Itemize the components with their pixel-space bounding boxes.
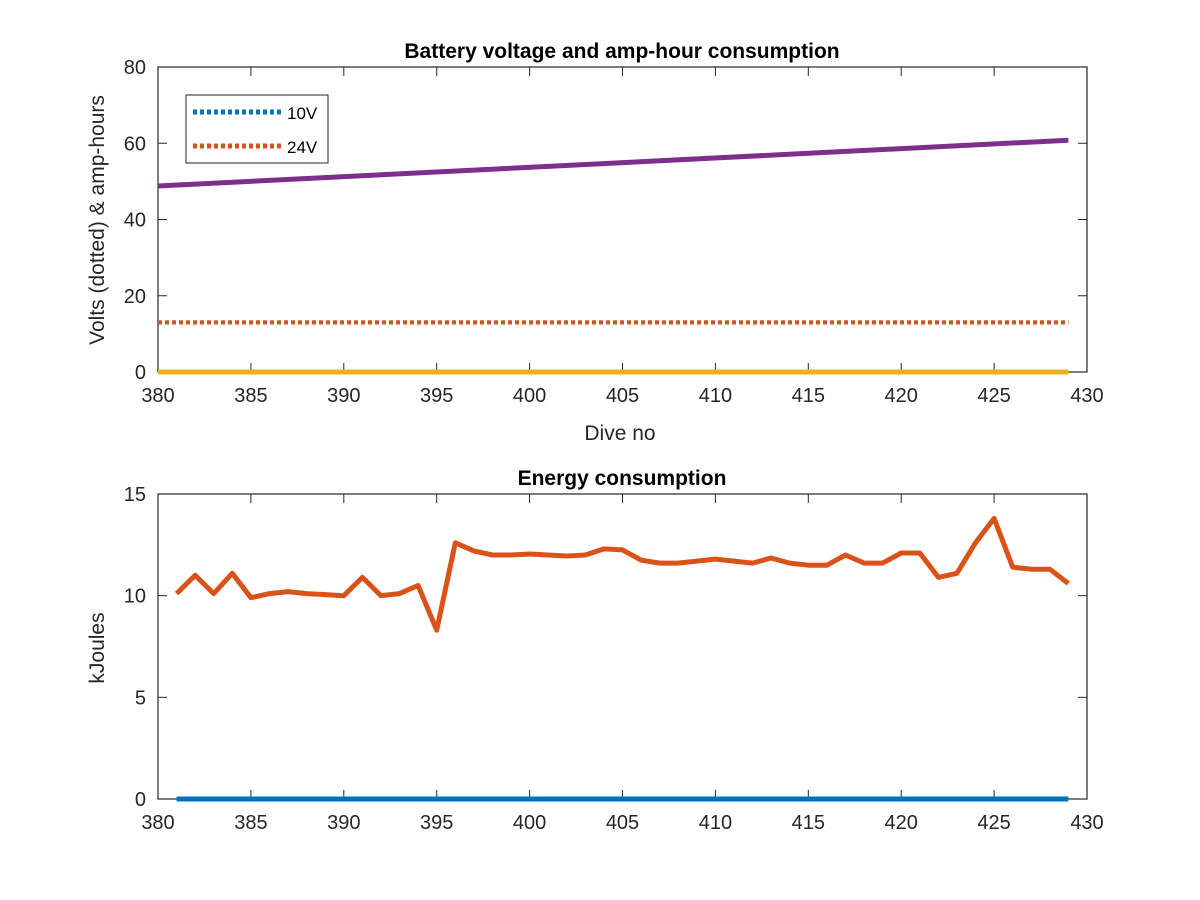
x-tick-label: 420 (885, 385, 918, 407)
voltage-chart-title: Battery voltage and amp-hour consumption (404, 40, 839, 63)
series-amp-hours-line (157, 137, 1069, 189)
x-tick-label: 415 (792, 812, 825, 834)
y-tick-label: 0 (135, 789, 146, 811)
energy-chart-title: Energy consumption (518, 467, 727, 490)
x-tick-label: 405 (606, 385, 639, 407)
x-tick-label: 425 (977, 385, 1010, 407)
x-tick-label: 410 (699, 385, 732, 407)
voltage-legend: 10V 24V (185, 94, 329, 164)
voltage-axes: 380 385 390 395 400 405 410 415 420 425 430 0 20 40 60… (86, 40, 1104, 445)
y-tick-label: 15 (124, 484, 146, 506)
x-tick-label: 400 (513, 812, 546, 834)
x-tick-label: 430 (1070, 812, 1103, 834)
x-tick-label: 390 (327, 812, 360, 834)
x-tick-label: 380 (141, 812, 174, 834)
y-tick-label: 40 (124, 210, 146, 232)
x-tick-label: 385 (234, 812, 267, 834)
y-tick-label: 0 (135, 362, 146, 384)
x-tick-label: 405 (606, 812, 639, 834)
series-orange-energy-line (174, 515, 1070, 633)
x-tick-label: 430 (1070, 385, 1103, 407)
x-tick-label: 415 (792, 385, 825, 407)
voltage-y-axis-label: Volts (dotted) & amp-hours (86, 95, 109, 345)
x-tick-label: 395 (420, 385, 453, 407)
x-tick-label: 410 (699, 812, 732, 834)
y-tick-label: 60 (124, 133, 146, 155)
energy-series (174, 515, 1070, 802)
energy-y-axis-label: kJoules (86, 612, 109, 683)
x-tick-label: 420 (885, 812, 918, 834)
x-tick-label: 385 (234, 385, 267, 407)
y-tick-label: 20 (124, 286, 146, 308)
energy-axes: 380 385 390 395 400 405 410 415 420 425 430051015 … (86, 467, 1104, 834)
x-tick-label: 390 (327, 385, 360, 407)
y-tick-label: 80 (124, 57, 146, 79)
legend-label-24v: 24V (287, 138, 318, 157)
voltage-ticks: 380 385 390 395 400 405 410 415 420 425 430 0 20 40 60… (124, 57, 1104, 407)
x-tick-label: 425 (977, 812, 1010, 834)
voltage-x-axis-label: Dive no (584, 422, 655, 445)
legend-box (185, 94, 329, 164)
x-tick-label: 380 (141, 385, 174, 407)
energy-plot-area (157, 493, 1088, 800)
energy-ticks: 380 385 390 395 400 405 410 415 420 425 430 0 5 10 15 (124, 484, 1104, 834)
y-tick-label: 5 (135, 687, 146, 709)
voltage-series (157, 137, 1069, 375)
x-tick-label: 400 (513, 385, 546, 407)
x-tick-label: 395 (420, 812, 453, 834)
legend-label-10v: 10V (287, 104, 318, 123)
y-tick-label: 10 (124, 586, 146, 608)
